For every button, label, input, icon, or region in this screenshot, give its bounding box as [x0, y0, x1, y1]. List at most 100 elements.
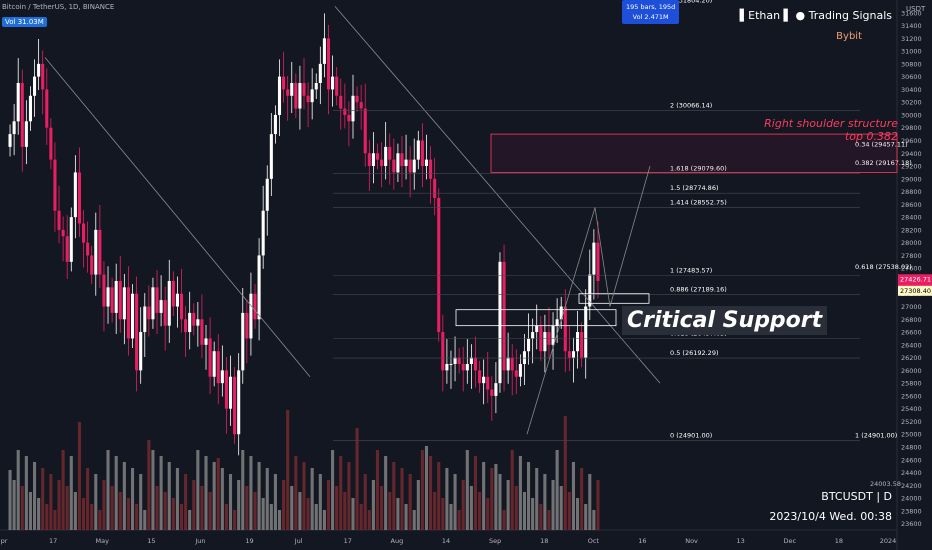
candle-body: [522, 351, 527, 364]
candle-body: [110, 287, 114, 313]
volume-bar: [416, 480, 420, 530]
candle-body: [233, 376, 237, 435]
volume-bar: [539, 504, 543, 530]
volume-bar: [53, 510, 57, 530]
volume-bar: [335, 486, 339, 530]
measure-line-2: Vol 2.471M: [632, 13, 669, 21]
price-badge-bg: [898, 274, 932, 285]
candle-body: [171, 280, 175, 307]
x-tick-label: 13: [737, 537, 745, 545]
volume-bar: [77, 422, 81, 530]
volume-bar: [478, 492, 482, 530]
y-tick-label: 25800: [901, 380, 922, 388]
candle-body: [576, 332, 580, 352]
volume-bar: [486, 498, 490, 530]
candle-body: [506, 357, 510, 371]
volume-bar: [192, 480, 196, 530]
volume-bar: [212, 462, 216, 530]
y-tick-label: 30200: [901, 99, 922, 107]
volume-bar: [290, 486, 294, 530]
fib-right-label: 0.618 (27538.02): [855, 263, 912, 271]
x-tick-label: Aug: [391, 537, 404, 545]
volume-bar: [228, 474, 233, 530]
candle-body: [469, 357, 473, 364]
volume-bar: [555, 450, 559, 530]
volume-bar: [596, 480, 600, 530]
volume-bar: [453, 474, 457, 530]
volume-bar: [518, 456, 522, 530]
candle-body: [326, 38, 331, 90]
volume-bar: [473, 456, 478, 530]
volume-bar: [567, 492, 571, 530]
candle-body: [139, 332, 143, 371]
candle-body: [404, 159, 408, 167]
candle-body: [57, 210, 61, 230]
volume-bar: [371, 480, 375, 530]
candle-body: [412, 159, 416, 173]
volume-bar: [367, 510, 371, 530]
candle-body: [445, 363, 449, 371]
volume-value-label: 24003.58: [870, 480, 901, 488]
candle-body: [45, 89, 49, 128]
y-tick-label: 24800: [901, 443, 922, 451]
volume-bar: [8, 470, 12, 530]
trendline-1: [44, 57, 311, 378]
y-tick-label: 28400: [901, 214, 922, 222]
y-tick-label: 26000: [901, 367, 922, 375]
candle-body: [514, 370, 518, 377]
candle-body: [420, 140, 424, 167]
volume-bar: [98, 510, 102, 530]
candle-body: [184, 319, 188, 333]
volume-bar: [396, 498, 400, 530]
candle-body: [502, 261, 506, 371]
forecast-path: [526, 165, 651, 435]
volume-bar: [273, 474, 277, 530]
candle-body: [24, 121, 28, 147]
candle-body: [306, 95, 310, 103]
volume-bar: [135, 504, 139, 530]
y-tick-label: 27000: [901, 303, 922, 311]
volume-bar: [429, 456, 433, 530]
volume-bar: [200, 486, 204, 530]
volume-bar: [73, 492, 77, 530]
candle-body: [245, 312, 249, 339]
volume-bar: [469, 486, 473, 530]
candle-body: [159, 300, 163, 313]
candle-body: [175, 293, 179, 307]
volume-bar: [24, 456, 28, 530]
volume-bar: [261, 498, 265, 530]
volume-bar: [224, 504, 228, 530]
candle-body: [69, 217, 73, 262]
candle-body: [531, 332, 535, 339]
price-badge-label: 27426.71: [900, 275, 931, 283]
candle-body: [400, 153, 404, 167]
volume-bar: [535, 468, 539, 530]
candle-body: [490, 389, 494, 396]
volume-bar: [331, 450, 335, 530]
volume-bar: [420, 450, 424, 530]
volume-bar: [163, 492, 167, 530]
candle-body: [331, 76, 335, 90]
volume-bar: [392, 462, 396, 530]
volume-bar: [322, 510, 326, 530]
volume-bar: [204, 456, 208, 530]
y-tick-label: 24000: [901, 495, 922, 503]
y-tick-label: 28600: [901, 201, 922, 209]
y-tick-label: 30000: [901, 111, 922, 119]
candle-body: [543, 332, 547, 352]
x-tick-label: 15: [147, 537, 155, 545]
volume-bar: [384, 456, 388, 530]
candle-body: [114, 280, 118, 313]
candle-body: [510, 357, 514, 371]
candle-body: [65, 236, 69, 262]
y-tick-label: 28800: [901, 188, 922, 196]
candle-body: [220, 370, 224, 384]
y-tick-label: 29800: [901, 124, 922, 132]
y-tick-label: 27800: [901, 252, 922, 260]
x-tick-label: 14: [442, 537, 450, 545]
candle-body: [151, 287, 155, 320]
volume-bar: [441, 498, 445, 530]
volume-bar: [86, 468, 90, 530]
candle-body: [102, 274, 106, 307]
